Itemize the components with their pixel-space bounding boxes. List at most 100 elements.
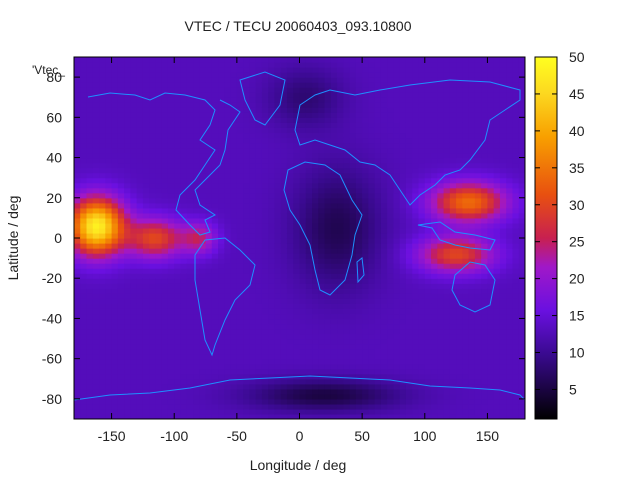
heatmap-cell bbox=[274, 162, 282, 169]
heatmap-cell bbox=[474, 293, 482, 299]
heatmap-cell bbox=[374, 318, 382, 325]
heatmap-cell bbox=[218, 222, 225, 229]
heatmap-cell bbox=[205, 87, 213, 93]
heatmap-cell bbox=[149, 308, 157, 315]
heatmap-cell bbox=[186, 353, 194, 360]
heatmap-cell bbox=[174, 313, 182, 320]
heatmap-cell bbox=[280, 238, 288, 244]
heatmap-cell bbox=[92, 398, 100, 405]
heatmap-cell bbox=[374, 147, 382, 154]
heatmap-cell bbox=[399, 67, 407, 73]
heatmap-cell bbox=[255, 157, 263, 164]
heatmap-cell bbox=[274, 107, 282, 113]
heatmap-cell bbox=[299, 293, 307, 299]
heatmap-cell bbox=[211, 358, 219, 365]
heatmap-cell bbox=[255, 363, 263, 370]
heatmap-cell bbox=[337, 308, 344, 315]
heatmap-cell bbox=[349, 67, 357, 73]
heatmap-cell bbox=[167, 378, 175, 385]
heatmap-cell bbox=[136, 358, 144, 365]
heatmap-cell bbox=[167, 253, 175, 259]
heatmap-cell bbox=[111, 72, 119, 78]
heatmap-cell bbox=[261, 273, 269, 279]
heatmap-cell bbox=[268, 82, 276, 88]
heatmap-cell bbox=[499, 162, 507, 169]
heatmap-cell bbox=[437, 212, 445, 219]
heatmap-cell bbox=[305, 373, 313, 380]
heatmap-cell bbox=[99, 97, 106, 103]
heatmap-cell bbox=[431, 212, 438, 219]
heatmap-cell bbox=[405, 263, 413, 269]
heatmap-cell bbox=[205, 217, 213, 224]
heatmap-cell bbox=[437, 152, 445, 159]
heatmap-cell bbox=[193, 232, 200, 239]
heatmap-cell bbox=[124, 217, 131, 224]
heatmap-cell bbox=[180, 333, 188, 340]
heatmap-cell bbox=[437, 258, 445, 264]
heatmap-cell bbox=[243, 368, 250, 375]
heatmap-cell bbox=[443, 122, 451, 128]
heatmap-cell bbox=[230, 217, 238, 224]
heatmap-cell bbox=[318, 398, 326, 405]
heatmap-cell bbox=[193, 308, 200, 315]
heatmap-cell bbox=[274, 157, 282, 164]
heatmap-cell bbox=[456, 222, 463, 229]
heatmap-cell bbox=[305, 288, 313, 294]
heatmap-cell bbox=[412, 232, 420, 239]
heatmap-cell bbox=[130, 117, 138, 123]
heatmap-cell bbox=[255, 97, 263, 103]
heatmap-cell bbox=[487, 217, 495, 224]
heatmap-cell bbox=[418, 72, 426, 78]
heatmap-cell bbox=[92, 353, 100, 360]
heatmap-cell bbox=[393, 162, 401, 169]
heatmap-cell bbox=[481, 378, 489, 385]
heatmap-cell bbox=[142, 293, 150, 299]
heatmap-cell bbox=[305, 253, 313, 259]
heatmap-cell bbox=[174, 232, 182, 239]
heatmap-cell bbox=[474, 348, 482, 355]
heatmap-cell bbox=[305, 368, 313, 375]
heatmap-cell bbox=[174, 358, 182, 365]
heatmap-cell bbox=[462, 207, 470, 214]
heatmap-cell bbox=[393, 207, 401, 214]
heatmap-cell bbox=[243, 202, 250, 209]
heatmap-cell bbox=[268, 77, 276, 83]
heatmap-cell bbox=[293, 112, 301, 118]
heatmap-cell bbox=[149, 253, 157, 259]
heatmap-cell bbox=[493, 167, 501, 174]
heatmap-cell bbox=[155, 82, 163, 88]
heatmap-cell bbox=[474, 398, 482, 405]
heatmap-cell bbox=[431, 72, 438, 78]
heatmap-cell bbox=[293, 243, 301, 249]
heatmap-cell bbox=[199, 217, 207, 224]
heatmap-cell bbox=[180, 67, 188, 73]
heatmap-cell bbox=[305, 212, 313, 219]
heatmap-cell bbox=[481, 308, 489, 315]
heatmap-cell bbox=[236, 338, 244, 345]
heatmap-cell bbox=[92, 57, 100, 63]
heatmap-cell bbox=[249, 217, 257, 224]
heatmap-cell bbox=[230, 132, 238, 139]
heatmap-cell bbox=[274, 378, 282, 385]
heatmap-cell bbox=[218, 258, 225, 264]
heatmap-cell bbox=[437, 137, 445, 144]
heatmap-cell bbox=[312, 278, 319, 284]
heatmap-cell bbox=[424, 323, 432, 330]
heatmap-cell bbox=[193, 408, 200, 415]
heatmap-cell bbox=[362, 338, 369, 345]
heatmap-cell bbox=[437, 87, 445, 93]
heatmap-cell bbox=[349, 238, 357, 244]
heatmap-cell bbox=[456, 283, 463, 289]
heatmap-cell bbox=[493, 318, 501, 325]
heatmap-cell bbox=[305, 273, 313, 279]
heatmap-cell bbox=[105, 162, 113, 169]
heatmap-cell bbox=[431, 408, 438, 415]
heatmap-cell bbox=[142, 107, 150, 113]
heatmap-cell bbox=[456, 343, 463, 350]
heatmap-cell bbox=[349, 182, 357, 189]
heatmap-cell bbox=[493, 303, 501, 309]
heatmap-cell bbox=[280, 192, 288, 199]
heatmap-cell bbox=[286, 87, 294, 93]
heatmap-cell bbox=[418, 388, 426, 395]
heatmap-cell bbox=[456, 333, 463, 340]
